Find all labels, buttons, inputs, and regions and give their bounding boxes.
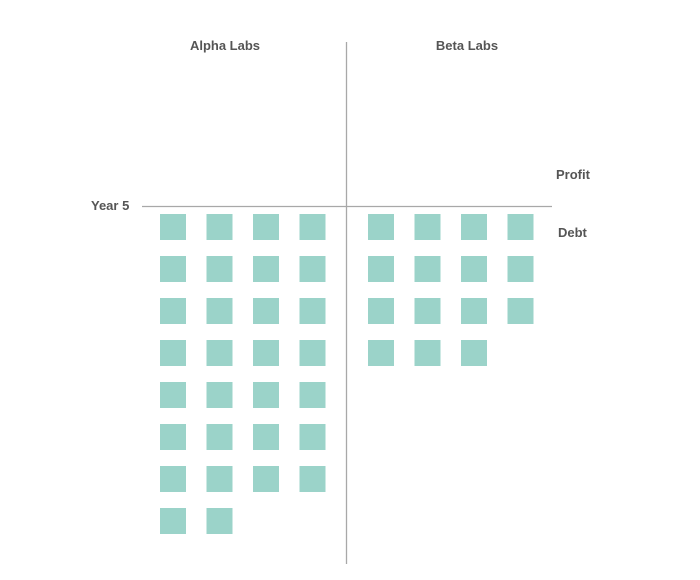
direction-label-debt: Debt (558, 225, 588, 240)
waffle-square-alpha-labs (160, 466, 186, 492)
waffle-square-beta-labs (461, 298, 487, 324)
waffle-square-alpha-labs (253, 340, 279, 366)
waffle-square-alpha-labs (253, 256, 279, 282)
waffle-square-alpha-labs (206, 508, 233, 534)
waffle-square-beta-labs (461, 214, 487, 240)
waffle-square-beta-labs (414, 214, 441, 240)
waffle-square-beta-labs (414, 256, 441, 282)
waffle-square-beta-labs (507, 214, 534, 240)
series-label-alpha-labs: Alpha Labs (190, 38, 260, 53)
waffle-square-alpha-labs (299, 382, 326, 408)
waffle-square-beta-labs (414, 340, 441, 366)
direction-label-profit: Profit (556, 167, 591, 182)
waffle-square-alpha-labs (206, 298, 233, 324)
waffle-square-beta-labs (368, 298, 394, 324)
waffle-square-beta-labs (368, 214, 394, 240)
waffle-square-alpha-labs (160, 214, 186, 240)
waffle-squares (160, 214, 534, 534)
waffle-square-alpha-labs (206, 340, 233, 366)
waffle-square-alpha-labs (299, 466, 326, 492)
waffle-square-alpha-labs (253, 382, 279, 408)
waffle-square-alpha-labs (160, 340, 186, 366)
waffle-square-alpha-labs (299, 298, 326, 324)
waffle-square-alpha-labs (253, 466, 279, 492)
waffle-square-alpha-labs (160, 508, 186, 534)
waffle-square-alpha-labs (299, 424, 326, 450)
waffle-square-alpha-labs (160, 256, 186, 282)
waffle-square-beta-labs (368, 256, 394, 282)
waffle-square-beta-labs (368, 340, 394, 366)
waffle-square-alpha-labs (299, 340, 326, 366)
waffle-square-alpha-labs (206, 214, 233, 240)
series-label-beta-labs: Beta Labs (436, 38, 498, 53)
waffle-square-alpha-labs (299, 256, 326, 282)
waffle-square-beta-labs (507, 298, 534, 324)
waffle-square-beta-labs (461, 340, 487, 366)
waffle-square-alpha-labs (253, 298, 279, 324)
waffle-square-alpha-labs (253, 424, 279, 450)
waffle-square-alpha-labs (206, 256, 233, 282)
waffle-square-alpha-labs (253, 214, 279, 240)
waffle-square-alpha-labs (206, 382, 233, 408)
waffle-square-alpha-labs (160, 424, 186, 450)
waffle-square-alpha-labs (206, 466, 233, 492)
waffle-square-alpha-labs (299, 214, 326, 240)
waffle-square-beta-labs (461, 256, 487, 282)
waffle-square-alpha-labs (160, 298, 186, 324)
waffle-square-alpha-labs (206, 424, 233, 450)
waffle-square-beta-labs (414, 298, 441, 324)
row-label-year: Year 5 (91, 198, 129, 213)
waffle-square-beta-labs (507, 256, 534, 282)
waffle-square-alpha-labs (160, 382, 186, 408)
